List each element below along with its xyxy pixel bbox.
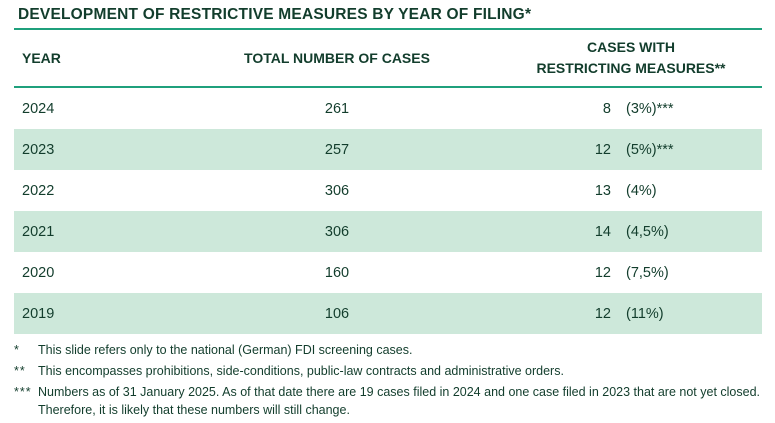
measures-cell: 12 (5%)*** <box>500 142 762 158</box>
footnote-marker: ** <box>14 364 26 378</box>
measures-count: 14 <box>594 223 611 240</box>
table-row-2021: 2021 306 14 (4,5%) <box>14 211 762 252</box>
title-divider <box>14 28 762 30</box>
measures-count: 8 <box>602 100 611 117</box>
footnote-text: Numbers as of 31 January 2025. As of tha… <box>38 385 760 417</box>
table-row-2024: 2024 261 8 (3%)*** <box>14 88 762 129</box>
measures-percent: (4,5%) <box>626 223 669 240</box>
measures-cell: 14 (4,5%) <box>500 224 762 240</box>
measures-count: 12 <box>594 141 611 158</box>
total-cases-cell: 306 <box>324 223 350 240</box>
footnote-text: This encompasses prohibitions, side-cond… <box>38 364 564 378</box>
measures-percent: (7,5%) <box>626 264 669 281</box>
measures-count: 12 <box>594 264 611 281</box>
total-cases-cell: 306 <box>324 182 350 199</box>
total-cases-cell: 257 <box>324 141 350 158</box>
page-title: DEVELOPMENT OF RESTRICTIVE MEASURES BY Y… <box>18 6 532 23</box>
year-cell: 2022 <box>22 182 55 199</box>
header-divider <box>14 86 762 88</box>
footnote-marker: *** <box>14 385 32 399</box>
measures-percent: (3%)*** <box>626 100 674 117</box>
year-cell: 2021 <box>22 223 55 240</box>
total-cases-cell: 160 <box>324 264 350 281</box>
footnote-marker: * <box>14 343 20 357</box>
measures-percent: (11%) <box>626 305 664 322</box>
year-cell: 2019 <box>22 305 55 322</box>
column-header-measures-line1: CASES WITH <box>587 39 675 55</box>
measures-percent: (4%) <box>626 182 657 199</box>
column-header-restricting-measures: CASES WITH RESTRICTING MEASURES** <box>500 37 762 79</box>
table-header-row: YEAR TOTAL NUMBER OF CASES CASES WITH RE… <box>14 30 762 86</box>
measures-cell: 12 (11%) <box>500 306 762 322</box>
column-header-measures-line2: RESTRICTING MEASURES** <box>536 60 726 76</box>
measures-count: 12 <box>594 305 611 322</box>
table-row-2023: 2023 257 12 (5%)*** <box>14 129 762 170</box>
year-cell: 2020 <box>22 264 55 281</box>
footnote-text: This slide refers only to the national (… <box>38 343 413 357</box>
measures-cell: 13 (4%) <box>500 183 762 199</box>
measures-count: 13 <box>594 182 611 199</box>
measures-cell: 12 (7,5%) <box>500 265 762 281</box>
footnotes: * This slide refers only to the national… <box>14 342 762 419</box>
measures-cell: 8 (3%)*** <box>500 101 762 117</box>
total-cases-cell: 106 <box>324 305 350 322</box>
column-header-year: YEAR <box>22 49 61 66</box>
table-row-2019: 2019 106 12 (11%) <box>14 293 762 334</box>
column-header-total-cases: TOTAL NUMBER OF CASES <box>244 49 430 66</box>
total-cases-cell: 261 <box>324 100 350 117</box>
table-row-2022: 2022 306 13 (4%) <box>14 170 762 211</box>
table-row-2020: 2020 160 12 (7,5%) <box>14 252 762 293</box>
measures-percent: (5%)*** <box>626 141 674 158</box>
footnote-2: ** This encompasses prohibitions, side-c… <box>14 363 762 381</box>
year-cell: 2024 <box>22 100 55 117</box>
footnote-1: * This slide refers only to the national… <box>14 342 762 360</box>
year-cell: 2023 <box>22 141 55 158</box>
footnote-3: *** Numbers as of 31 January 2025. As of… <box>14 384 762 419</box>
